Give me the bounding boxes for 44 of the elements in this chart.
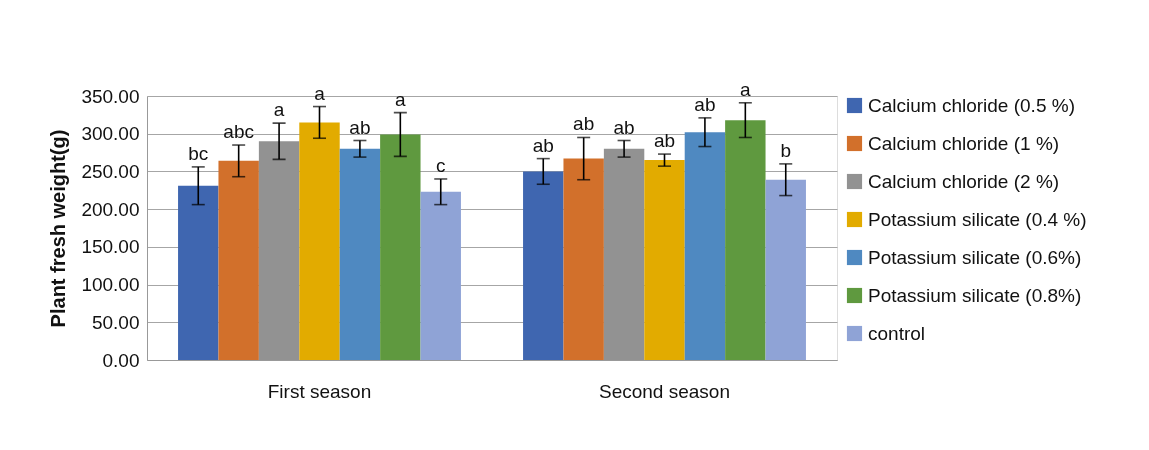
legend-label: Potassium silicate (0.8%) [868,284,1082,306]
bar [563,158,604,360]
data-label: ab [532,134,554,156]
bar [218,160,259,360]
legend-label: Potassium silicate (0.4 %) [868,208,1087,230]
bar [684,132,726,360]
x-tick-label: First season [267,380,372,402]
bar [420,191,461,360]
data-label: ab [349,116,371,138]
bar [725,120,766,360]
data-label: ab [653,130,676,152]
data-label: ab [573,113,595,135]
y-tick-label: 150.00 [81,236,140,258]
y-axis-title: Plant fresh weight(g) [47,129,70,328]
legend-label: Calcium chloride (0.5 %) [868,94,1075,116]
y-tick-label: 0.00 [102,349,140,371]
y-tick-label: 50.00 [91,311,140,333]
y-tick-label: 100.00 [81,274,140,296]
data-label: a [314,82,326,104]
data-label: a [273,99,285,121]
y-tick-label: 300.00 [81,123,140,145]
bar [339,148,381,360]
x-tick-label: Second season [599,380,730,402]
y-tick-label: 250.00 [81,160,140,182]
data-label: ab [613,116,635,138]
legend-label: Potassium silicate (0.6%) [868,246,1082,268]
y-tick-label: 350.00 [81,85,140,107]
bar [644,160,685,360]
bar [765,179,806,360]
data-label: b [780,139,792,161]
legend-label: Calcium chloride (2 %) [868,170,1060,192]
data-label: a [395,88,407,110]
data-label: ab [694,93,716,115]
data-label: bc [188,142,209,164]
data-label: a [740,78,752,100]
legend-label: control [868,322,926,344]
data-label: abc [223,121,254,143]
bar [380,134,421,360]
data-label: c [435,154,446,176]
bar [523,171,564,360]
bar [299,122,340,360]
bar [178,185,219,360]
y-tick-label: 200.00 [81,198,140,220]
legend-label: Calcium chloride (1 %) [868,132,1060,154]
